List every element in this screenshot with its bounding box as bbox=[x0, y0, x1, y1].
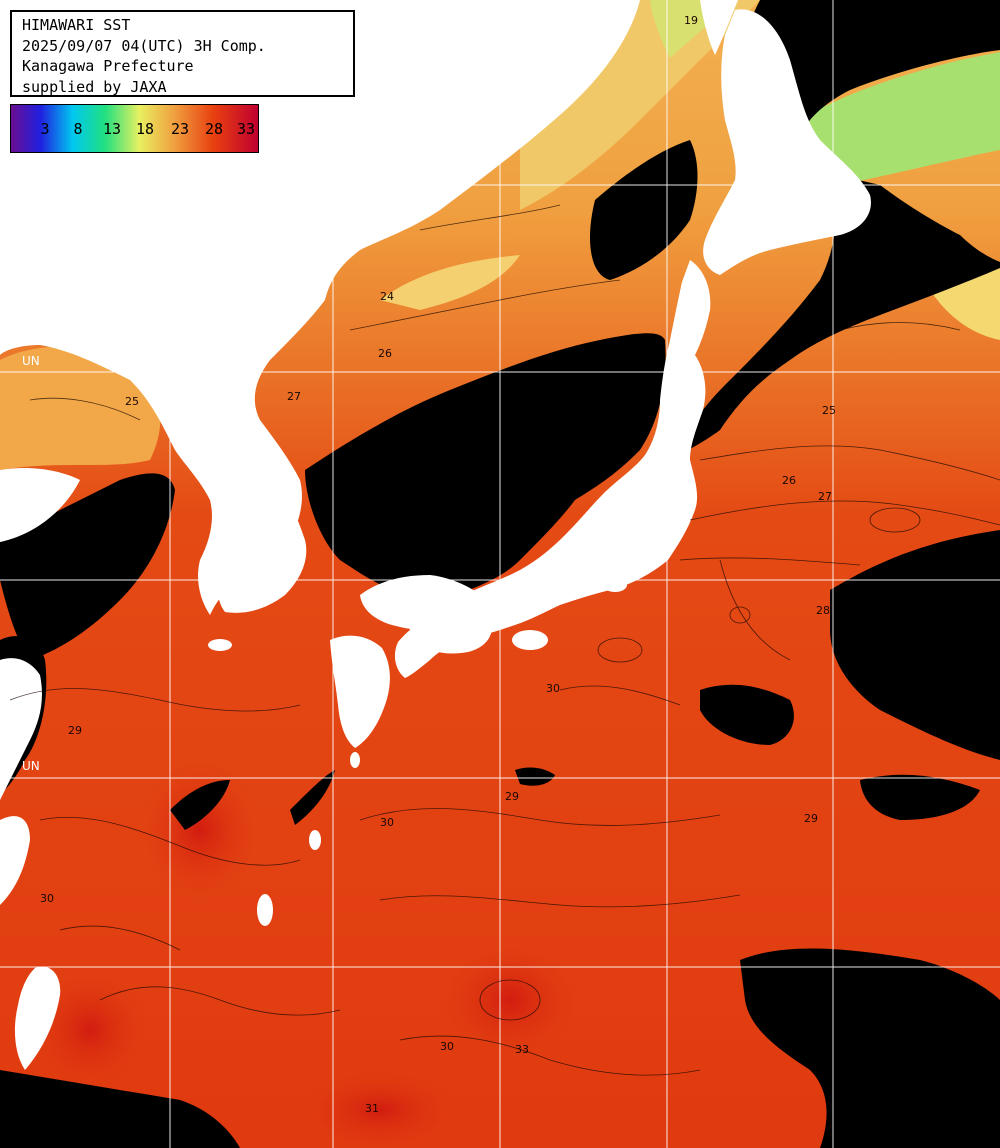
land-mask bbox=[0, 0, 871, 1070]
legend-tick: 3 bbox=[40, 120, 50, 138]
contour-label: 29 bbox=[505, 790, 519, 803]
map-title: HIMAWARI SST bbox=[22, 16, 131, 34]
contour-label: 30 bbox=[380, 816, 394, 829]
contour-label: 29 bbox=[68, 724, 82, 737]
info-box: HIMAWARI SST 2025/09/07 04(UTC) 3H Comp.… bbox=[10, 10, 355, 97]
warm-core bbox=[30, 970, 150, 1090]
overlay-label: UN bbox=[22, 759, 40, 773]
contour-label: 24 bbox=[380, 290, 394, 303]
contour-label: 29 bbox=[804, 812, 818, 825]
contour-label: 31 bbox=[365, 1102, 379, 1115]
contour-label: 30 bbox=[440, 1040, 454, 1053]
bohai-sea-water bbox=[0, 346, 161, 470]
map-timestamp: 2025/09/07 04(UTC) 3H Comp. bbox=[22, 36, 266, 55]
contour-label: 28 bbox=[816, 604, 830, 617]
warm-core bbox=[440, 940, 580, 1060]
contour-label: 30 bbox=[546, 682, 560, 695]
map-credit: supplied by JAXA bbox=[22, 77, 167, 96]
legend-tick: 33 bbox=[236, 120, 256, 138]
contour-label: 30 bbox=[40, 892, 54, 905]
contour-label: 25 bbox=[822, 404, 836, 417]
cool-patch-japan-sea bbox=[380, 255, 520, 310]
legend-tick: 28 bbox=[204, 120, 224, 138]
legend-tick: 18 bbox=[135, 120, 155, 138]
contour-label: 25 bbox=[125, 395, 139, 408]
map-region: Kanagawa Prefecture bbox=[22, 57, 194, 75]
legend-tick: 8 bbox=[73, 120, 83, 138]
cool-water-north bbox=[520, 0, 760, 210]
contour-label: 26 bbox=[782, 474, 796, 487]
legend-tick: 23 bbox=[170, 120, 190, 138]
overlay-label: UN bbox=[22, 354, 40, 368]
contour-label: 27 bbox=[287, 390, 301, 403]
contour-label: 33 bbox=[515, 1043, 529, 1056]
cold-water-northeast bbox=[800, 52, 1000, 185]
legend-tick: 13 bbox=[102, 120, 122, 138]
color-scale-legend: 3 8 13 18 23 28 33 bbox=[10, 104, 259, 153]
contour-label: 27 bbox=[818, 490, 832, 503]
warm-core bbox=[300, 1070, 460, 1148]
contour-label: 19 bbox=[684, 14, 698, 27]
isotherm-contours bbox=[9, 204, 1000, 1076]
contour-label: 26 bbox=[378, 347, 392, 360]
